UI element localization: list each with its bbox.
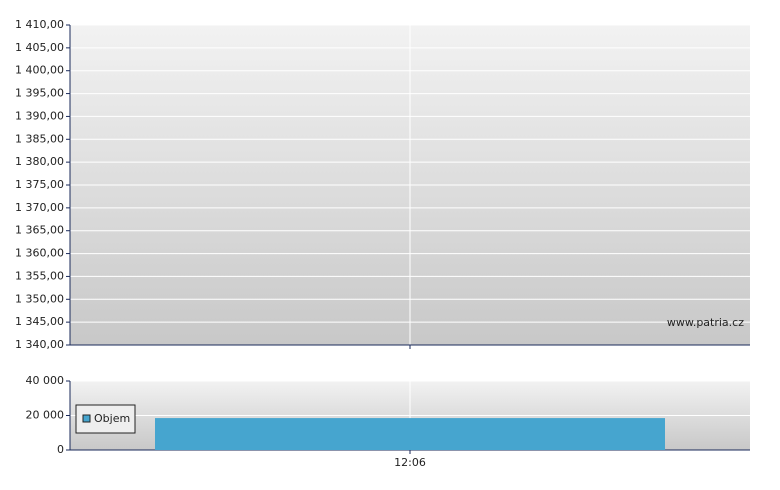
- y-tick-label: 1 390,00: [15, 109, 64, 122]
- y-tick-label: 1 400,00: [15, 64, 64, 77]
- y-tick-label: 1 375,00: [15, 178, 64, 191]
- x-tick-label: 12:06: [394, 456, 426, 469]
- legend-label: Objem: [94, 412, 130, 425]
- y-tick-label: 1 395,00: [15, 87, 64, 100]
- y-tick-label: 1 410,00: [15, 18, 64, 31]
- y-tick-label: 1 380,00: [15, 155, 64, 168]
- y-tick-label: 1 360,00: [15, 247, 64, 260]
- y-tick-label: 1 340,00: [15, 338, 64, 351]
- y-tick-label: 1 385,00: [15, 132, 64, 145]
- y-tick-label: 40 000: [26, 374, 65, 387]
- y-tick-label: 20 000: [26, 409, 65, 422]
- y-tick-label: 0: [57, 443, 64, 456]
- y-tick-label: 1 405,00: [15, 41, 64, 54]
- y-tick-label: 1 350,00: [15, 292, 64, 305]
- watermark: www.patria.cz: [667, 316, 744, 329]
- y-tick-label: 1 365,00: [15, 224, 64, 237]
- y-tick-label: 1 345,00: [15, 315, 64, 328]
- bar: [155, 418, 665, 450]
- y-tick-label: 1 355,00: [15, 269, 64, 282]
- legend-swatch: [82, 414, 91, 423]
- y-tick-label: 1 370,00: [15, 201, 64, 214]
